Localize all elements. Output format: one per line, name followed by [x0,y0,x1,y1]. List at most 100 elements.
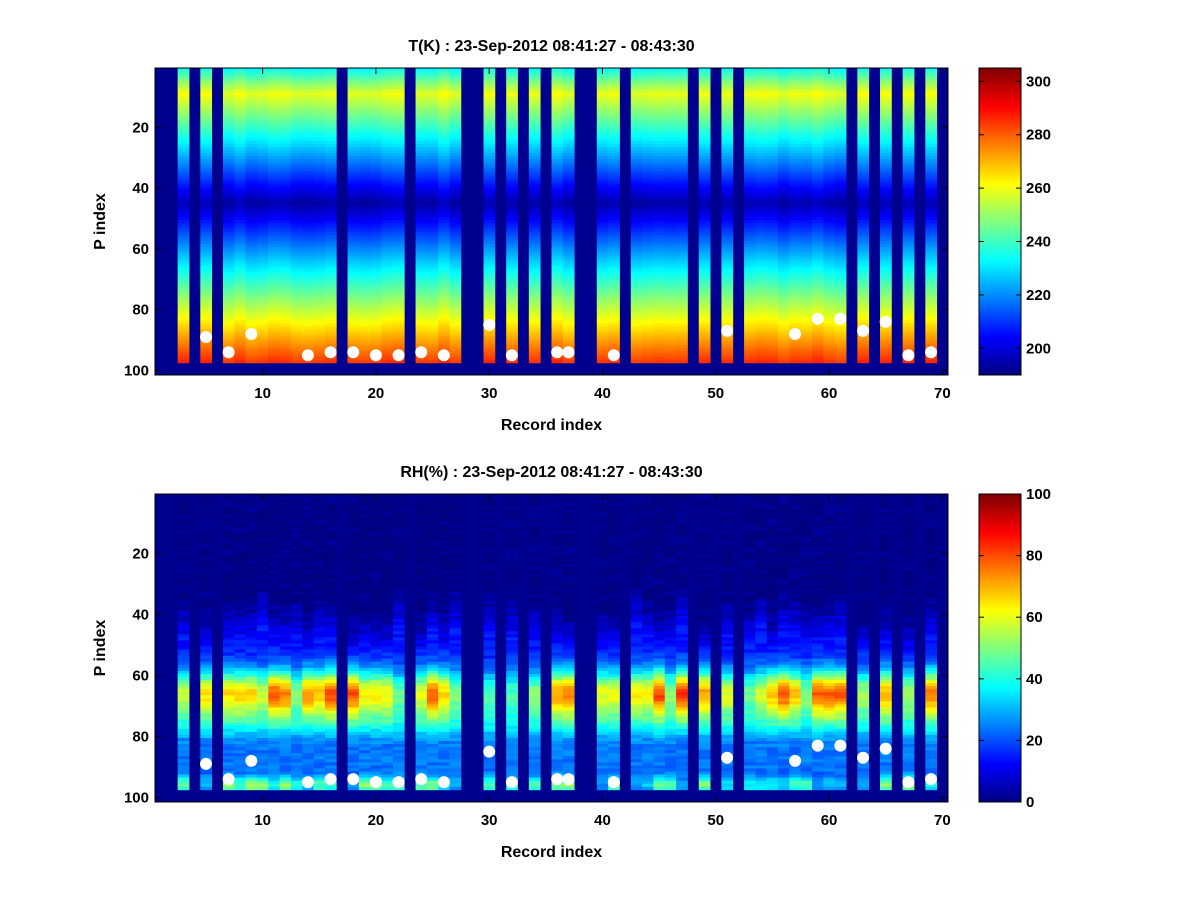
heatmap-cell [483,74,496,78]
heatmap-cell [358,140,371,145]
heatmap-cell [664,116,677,121]
heatmap-cell [800,359,813,364]
heatmap-cell [234,350,247,355]
heatmap-cell [562,259,575,263]
heatmap-cell [324,262,337,266]
heatmap-cell [834,71,847,75]
heatmap-cell [245,213,258,218]
heatmap-cell [177,731,190,736]
heatmap-cell [222,244,235,248]
heatmap-cell [551,359,564,364]
heatmap-cell [426,223,439,227]
heatmap-cell [290,274,303,279]
heatmap-cell [290,335,303,339]
heatmap-cell [744,183,756,187]
heatmap-cell [370,162,382,166]
heatmap-cell [268,308,281,312]
heatmap-cell [596,223,609,227]
heatmap-cell [381,341,394,345]
heatmap-cell [664,302,677,306]
heatmap-cell [245,128,258,133]
heatmap-cell [698,98,711,102]
heatmap-cell [302,314,314,318]
heatmap-cell [596,147,609,151]
heatmap-cell [744,338,756,342]
heatmap-cell [721,241,734,245]
heatmap-cell [766,229,779,233]
surface-marker [415,346,428,359]
colorbar-swatch [979,156,1021,160]
colorbar-tick-label: 300 [1026,73,1051,90]
heatmap-cell [370,198,382,203]
heatmap-cell [789,168,802,172]
heatmap-cell [506,110,518,114]
heatmap-cell [925,128,938,133]
heatmap-cell [313,89,326,93]
heatmap-cell [744,150,756,154]
heatmap-cell [880,92,892,96]
heatmap-cell [608,134,620,139]
heatmap-cell [562,95,575,99]
heatmap-cell [268,344,281,349]
heatmap-cell [834,223,847,227]
colorbar-swatch [979,180,1021,184]
heatmap-cell [857,295,870,300]
heatmap-cell [268,131,281,136]
heatmap-cell [392,83,405,87]
heatmap-cell [812,295,824,300]
heatmap-cell [528,241,541,245]
heatmap-cell [823,320,836,324]
heatmap-cell [778,229,790,233]
heatmap-cell [880,83,892,87]
heatmap-cell [290,192,303,197]
heatmap-cell [857,210,870,215]
heatmap-cell [698,89,711,93]
heatmap-cell [721,98,734,102]
heatmap-cell [245,259,258,263]
heatmap-cell [823,323,836,327]
heatmap-cell [177,612,190,617]
heatmap-cell [245,210,258,215]
heatmap-cell [177,207,190,212]
heatmap-cell [426,77,439,81]
heatmap-cell [630,125,643,130]
heatmap-cell [234,356,247,361]
colorbar-swatch [979,370,1021,374]
heatmap-cell [630,277,643,282]
heatmap-cell [562,186,575,190]
colorbar-swatch [979,319,1021,323]
heatmap-cell [177,165,190,169]
heatmap-cell [234,89,247,93]
heatmap-cell [880,253,892,257]
heatmap-cell [721,122,734,127]
heatmap-cell [812,213,824,218]
heatmap-cell [302,253,314,257]
heatmap-cell [234,338,247,342]
heatmap-cell [483,198,496,203]
heatmap-cell [290,292,303,297]
heatmap-cell [313,274,326,279]
heatmap-cell [562,311,575,315]
heatmap-cell [902,156,915,160]
heatmap-cell [358,295,371,300]
heatmap-cell [177,683,190,687]
heatmap-cell [200,576,213,580]
heatmap-cell [642,311,654,315]
heatmap-cell [279,83,292,87]
heatmap-cell [857,171,870,175]
heatmap-cell [415,259,428,263]
heatmap-cell [324,98,337,102]
heatmap-cell [392,150,405,154]
heatmap-cell [528,256,541,260]
heatmap-cell [302,156,314,160]
heatmap-cell [664,329,677,333]
heatmap-cell [642,80,654,84]
heatmap-cell [857,143,870,148]
heatmap-cell [642,283,654,288]
heatmap-cell [222,323,235,327]
heatmap-cell [596,286,609,291]
heatmap-cell [302,302,314,306]
heatmap-cell [664,89,677,93]
heatmap-cell [370,113,382,118]
heatmap-cell [370,320,382,324]
